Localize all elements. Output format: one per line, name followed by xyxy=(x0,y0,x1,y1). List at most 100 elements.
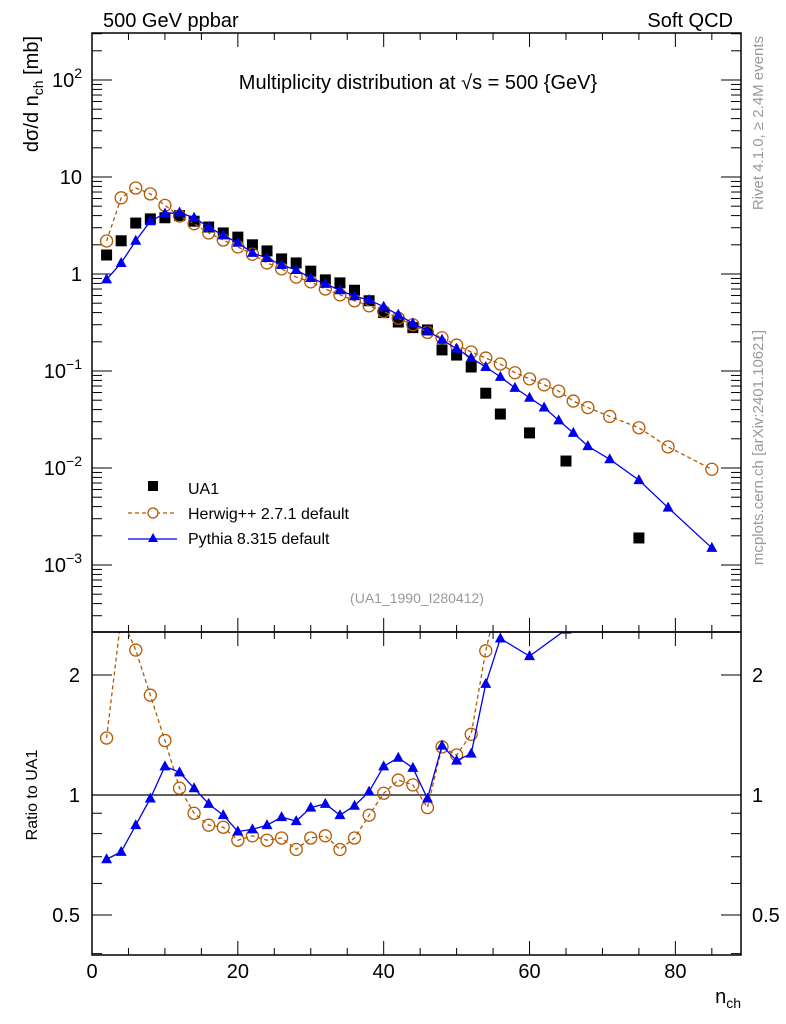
ratio-point-herwig xyxy=(115,611,127,623)
legend-marker-herwig xyxy=(147,507,159,519)
x-tick-label: 80 xyxy=(664,961,686,983)
data-point-ua1 xyxy=(115,235,127,247)
ratio-y-tick-label-left: 0.5 xyxy=(52,905,80,927)
data-point-pythia xyxy=(363,293,375,304)
data-point-pythia xyxy=(465,352,477,363)
ratio-point-pythia xyxy=(305,801,317,812)
y-tick-label-exponent: 2 xyxy=(74,65,82,81)
data-point-ua1 xyxy=(436,344,448,356)
ratio-point-herwig xyxy=(347,831,362,845)
ratio-point-pythia xyxy=(261,819,273,830)
ratio-point-pythia xyxy=(524,650,536,661)
data-point-ua1 xyxy=(101,249,113,261)
data-point-herwig xyxy=(114,191,128,205)
ratio-point-herwig xyxy=(129,643,143,657)
ratio-point-herwig xyxy=(464,727,478,741)
data-point-pythia xyxy=(115,256,127,267)
data-point-herwig xyxy=(661,440,675,454)
chart-title: Multiplicity distribution at √s = 500 {G… xyxy=(239,72,598,94)
series-line-herwig xyxy=(105,187,713,470)
data-point-ua1 xyxy=(451,349,463,361)
data-point-herwig xyxy=(632,421,646,435)
ratio-point-herwig xyxy=(260,833,274,847)
data-point-pythia xyxy=(480,360,492,371)
ratio-frame xyxy=(91,631,742,956)
data-point-ua1 xyxy=(276,253,288,265)
ratio-point-pythia xyxy=(246,823,258,834)
ratio-point-pythia xyxy=(144,792,156,803)
data-point-pythia xyxy=(159,207,171,218)
side-label-bottom: mcplots.cern.ch [arXiv:2401.10621] xyxy=(750,330,767,565)
y-tick-label-base: 10 xyxy=(44,458,66,480)
data-point-pythia xyxy=(203,221,215,232)
x-tick-label: 60 xyxy=(518,961,540,983)
y-tick-label-base: 1 xyxy=(71,264,82,286)
data-point-herwig xyxy=(552,384,566,398)
data-point-herwig xyxy=(435,331,449,345)
ratio-plot-area xyxy=(99,336,645,864)
ratio-point-herwig xyxy=(494,582,506,594)
data-point-pythia xyxy=(553,414,565,425)
ratio-point-herwig xyxy=(420,800,435,815)
ratio-point-pythia xyxy=(392,751,404,762)
ratio-y-tick-label-right: 1 xyxy=(752,785,763,807)
ratio-point-pythia xyxy=(188,782,200,793)
ratio-point-pythia xyxy=(319,797,331,808)
y-tick-label-base: 10 xyxy=(44,361,66,383)
data-point-pythia xyxy=(436,333,448,344)
ratio-point-pythia xyxy=(407,761,419,772)
main-plot-area xyxy=(99,181,719,552)
y-tick-label: 10−2 xyxy=(44,453,82,480)
ratio-point-herwig xyxy=(560,500,572,512)
legend: UA1 Herwig++ 2.7.1 default Pythia 8.315 … xyxy=(128,481,350,548)
data-point-pythia xyxy=(144,215,156,226)
data-point-ua1 xyxy=(159,212,171,224)
x-axis-label-main: n xyxy=(715,986,726,1008)
y-tick-label: 10−3 xyxy=(44,550,82,577)
side-label-top: Rivet 4.1.0, ≥ 2.4M events xyxy=(750,36,767,210)
data-point-ua1 xyxy=(407,322,419,334)
ratio-point-pythia xyxy=(334,809,346,820)
y-tick-label: 1 xyxy=(71,264,82,286)
ratio-point-herwig xyxy=(633,336,645,348)
y-tick-label-exponent: −1 xyxy=(66,356,82,372)
data-point-pythia xyxy=(494,370,506,381)
data-point-pythia xyxy=(706,541,718,552)
data-point-pythia xyxy=(407,317,419,328)
legend-marker-ua1 xyxy=(148,481,158,491)
ratio-point-pythia xyxy=(421,792,433,803)
data-point-ua1 xyxy=(305,265,317,277)
ratio-point-herwig xyxy=(172,781,187,795)
ratio-point-herwig xyxy=(289,842,303,857)
ratio-point-pythia xyxy=(115,845,127,856)
ratio-axis-label: Ratio to UA1 xyxy=(24,750,41,841)
ratio-point-herwig xyxy=(318,829,332,843)
data-point-pythia xyxy=(101,273,113,284)
data-point-herwig xyxy=(705,462,719,476)
ratio-point-herwig xyxy=(406,778,420,792)
ratio-point-pythia xyxy=(349,799,361,810)
ratio-point-pythia xyxy=(232,825,244,836)
ratio-point-pythia xyxy=(480,677,492,688)
data-point-pythia xyxy=(188,211,200,222)
ratio-y-tick-label-right: 0.5 xyxy=(752,905,780,927)
ratio-point-herwig xyxy=(479,644,493,658)
ratio-point-pythia xyxy=(159,760,171,771)
legend-label-ua1: UA1 xyxy=(188,481,219,498)
y-tick-label-base: 10 xyxy=(52,70,74,92)
data-point-pythia xyxy=(567,426,579,437)
data-point-pythia xyxy=(392,308,404,319)
y-tick-label-base: 10 xyxy=(60,167,82,189)
data-point-pythia xyxy=(451,342,463,353)
ratio-point-pythia xyxy=(276,811,288,822)
data-point-herwig xyxy=(603,409,617,424)
data-point-pythia xyxy=(305,271,317,282)
data-point-pythia xyxy=(349,290,361,301)
data-point-pythia xyxy=(509,381,521,392)
data-point-herwig xyxy=(129,181,143,195)
ratio-point-pythia xyxy=(465,747,477,758)
y-tick-label-exponent: −2 xyxy=(66,453,82,469)
ratio-point-pythia xyxy=(217,809,229,820)
y-axis-label-main: dσ/d n xyxy=(21,95,43,152)
ratio-point-herwig xyxy=(333,842,347,857)
